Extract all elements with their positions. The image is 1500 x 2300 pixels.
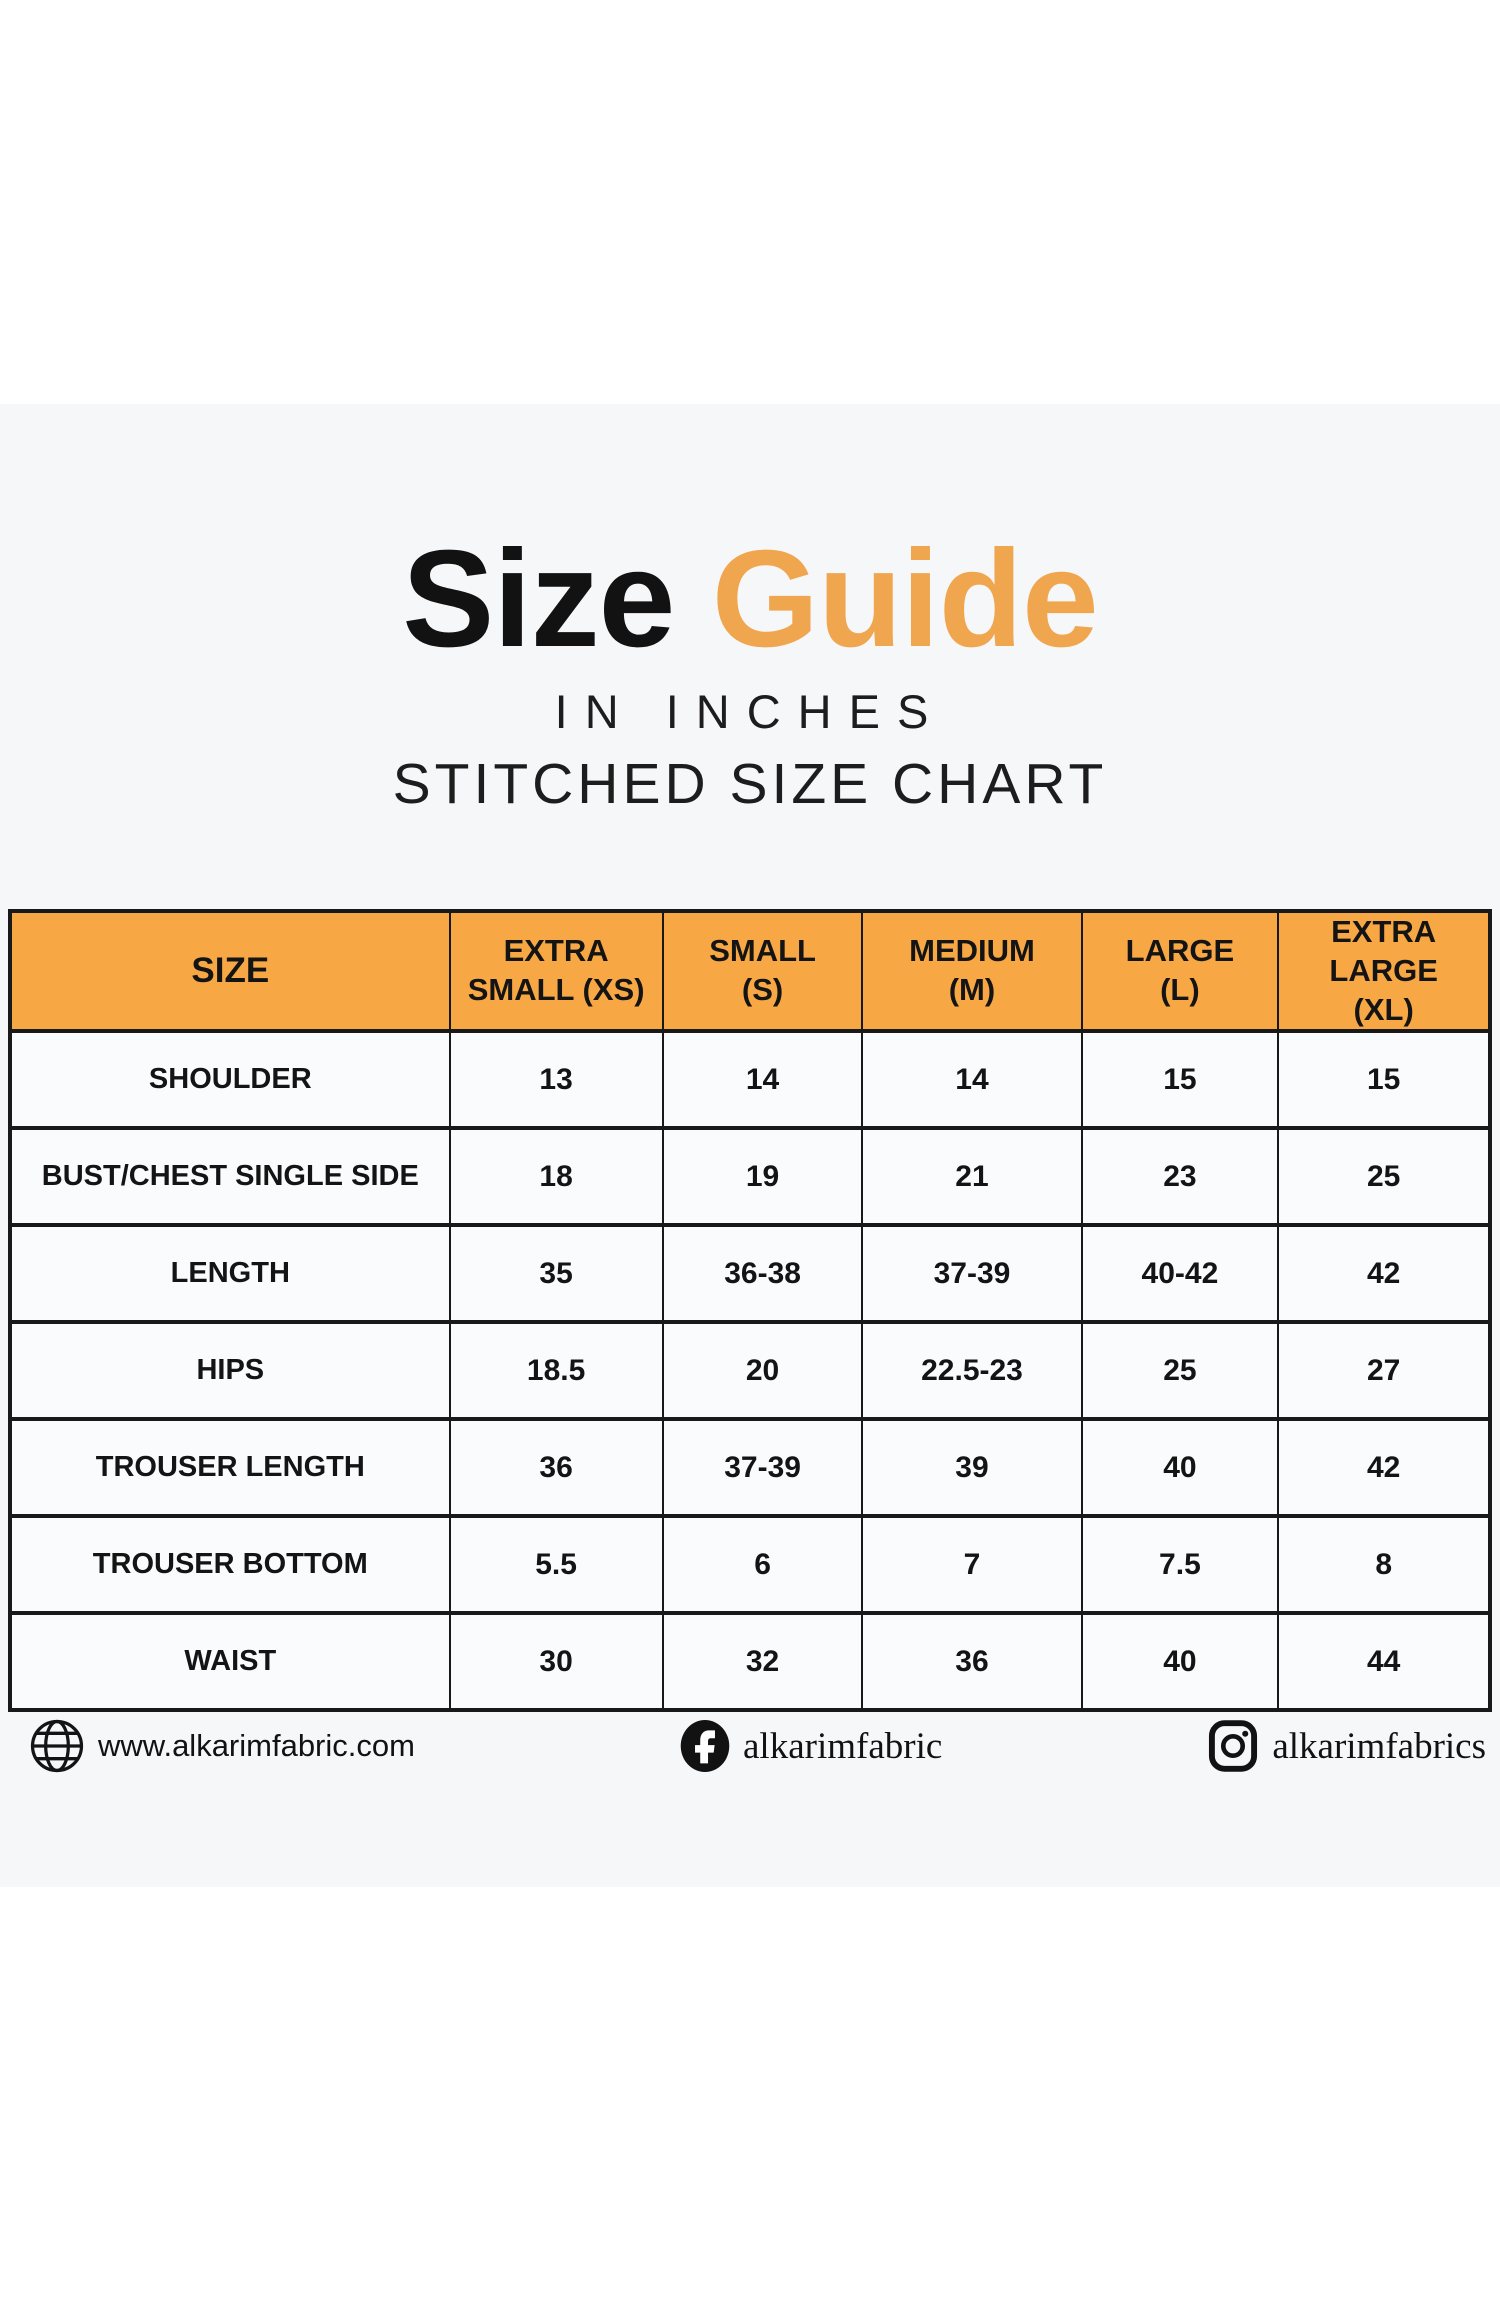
title-word-size: Size [402,522,675,676]
cell-value: 5.5 [448,1514,664,1616]
cell-value: 32 [661,1611,864,1713]
website-text: www.alkarimfabric.com [98,1728,415,1763]
cell-value: 40-42 [1080,1223,1280,1325]
website-link[interactable]: www.alkarimfabric.com [28,1717,415,1775]
row-label: HIPS [9,1320,451,1422]
cell-value: 37-39 [661,1417,864,1519]
cell-value: 30 [448,1611,664,1713]
table-row: TROUSER LENGTH 36 37-39 39 40 42 [9,1417,1491,1519]
cell-value: 7.5 [1080,1514,1280,1616]
row-label: TROUSER LENGTH [9,1417,451,1519]
table-row: WAIST 30 32 36 40 44 [9,1611,1491,1713]
cell-value: 42 [1277,1223,1491,1325]
cell-value: 40 [1080,1417,1280,1519]
table-row: LENGTH 35 36-38 37-39 40-42 42 [9,1223,1491,1325]
cell-value: 42 [1277,1417,1491,1519]
cell-value: 40 [1080,1611,1280,1713]
cell-value: 36-38 [661,1223,864,1325]
cell-value: 20 [661,1320,864,1422]
facebook-handle: alkarimfabric [743,1725,943,1767]
subtitle-units: IN INCHES [554,685,946,738]
cell-value: 8 [1277,1514,1491,1616]
title-block: Size Guide IN INCHES STITCHED SIZE CHART [0,404,1500,817]
row-label: WAIST [9,1611,451,1713]
cell-value: 21 [861,1126,1083,1228]
cell-value: 19 [661,1126,864,1228]
cell-value: 13 [448,1029,664,1131]
cell-value: 6 [661,1514,864,1616]
content-band: Size Guide IN INCHES STITCHED SIZE CHART… [0,404,1500,1887]
cell-value: 22.5-23 [861,1320,1083,1422]
cell-value: 36 [861,1611,1083,1713]
column-header: MEDIUM (M) [861,908,1083,1034]
cell-value: 25 [1277,1126,1491,1228]
cell-value: 27 [1277,1320,1491,1422]
row-label: SHOULDER [9,1029,451,1131]
globe-icon [30,1719,84,1773]
cell-value: 18.5 [448,1320,664,1422]
cell-value: 23 [1080,1126,1280,1228]
row-label: LENGTH [9,1223,451,1325]
instagram-icon [1209,1720,1258,1772]
facebook-icon [680,1720,730,1772]
cell-value: 15 [1277,1029,1491,1131]
column-header: EXTRA SMALL (XS) [448,908,664,1034]
column-header: SIZE [9,908,451,1034]
cell-value: 35 [448,1223,664,1325]
cell-value: 18 [448,1126,664,1228]
cell-value: 44 [1277,1611,1491,1713]
subtitle-chart: STITCHED SIZE CHART [392,752,1108,816]
table-row: TROUSER BOTTOM 5.5 6 7 7.5 8 [9,1514,1491,1616]
instagram-handle: alkarimfabrics [1272,1725,1486,1767]
footer: www.alkarimfabric.com alkarimfabric alka… [28,1716,1486,1776]
cell-value: 25 [1080,1320,1280,1422]
title-word-guide: Guide [711,522,1099,676]
size-chart-table: SIZE EXTRA SMALL (XS) SMALL (S) MEDIUM (M) LARG… [8,908,1492,1713]
table-row: SHOULDER 13 14 14 15 15 [9,1029,1491,1131]
facebook-link[interactable]: alkarimfabric [679,1718,942,1774]
cell-value: 7 [861,1514,1083,1616]
column-header: EXTRA LARGE (XL) [1277,908,1491,1034]
cell-value: 39 [861,1417,1083,1519]
page-title: Size Guide [0,530,1500,668]
cell-value: 37-39 [861,1223,1083,1325]
row-label: BUST/CHEST SINGLE SIDE [9,1126,451,1228]
cell-value: 36 [448,1417,664,1519]
table-header-row: SIZE EXTRA SMALL (XS) SMALL (S) MEDIUM (M) LARG… [9,908,1491,1034]
instagram-link[interactable]: alkarimfabrics [1206,1718,1486,1774]
size-chart-table-wrap: SIZE EXTRA SMALL (XS) SMALL (S) MEDIUM (M) LARG… [8,908,1492,1713]
column-header: SMALL (S) [661,908,864,1034]
column-header: LARGE (L) [1080,908,1280,1034]
row-label: TROUSER BOTTOM [9,1514,451,1616]
cell-value: 15 [1080,1029,1280,1131]
cell-value: 14 [861,1029,1083,1131]
table-row: BUST/CHEST SINGLE SIDE 18 19 21 23 25 [9,1126,1491,1228]
cell-value: 14 [661,1029,864,1131]
table-row: HIPS 18.5 20 22.5-23 25 27 [9,1320,1491,1422]
